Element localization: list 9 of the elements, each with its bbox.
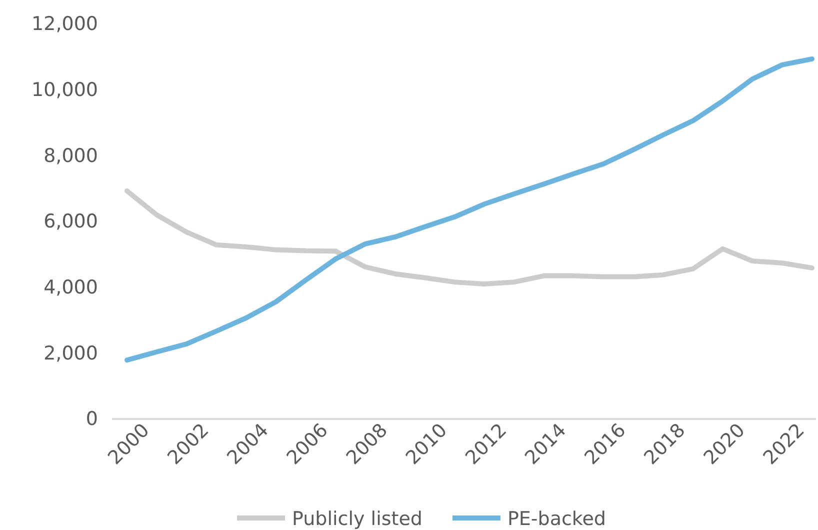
y-tick-label: 6,000	[44, 210, 98, 233]
y-tick-label: 8,000	[44, 144, 98, 167]
y-tick-label: 10,000	[32, 78, 98, 101]
legend-label: PE-backed	[507, 508, 606, 530]
y-tick-label: 12,000	[32, 13, 98, 36]
legend-label: Publicly listed	[292, 508, 422, 530]
y-tick-label: 4,000	[44, 276, 98, 298]
y-tick-label: 0	[86, 408, 98, 430]
y-tick-label: 2,000	[44, 342, 98, 364]
